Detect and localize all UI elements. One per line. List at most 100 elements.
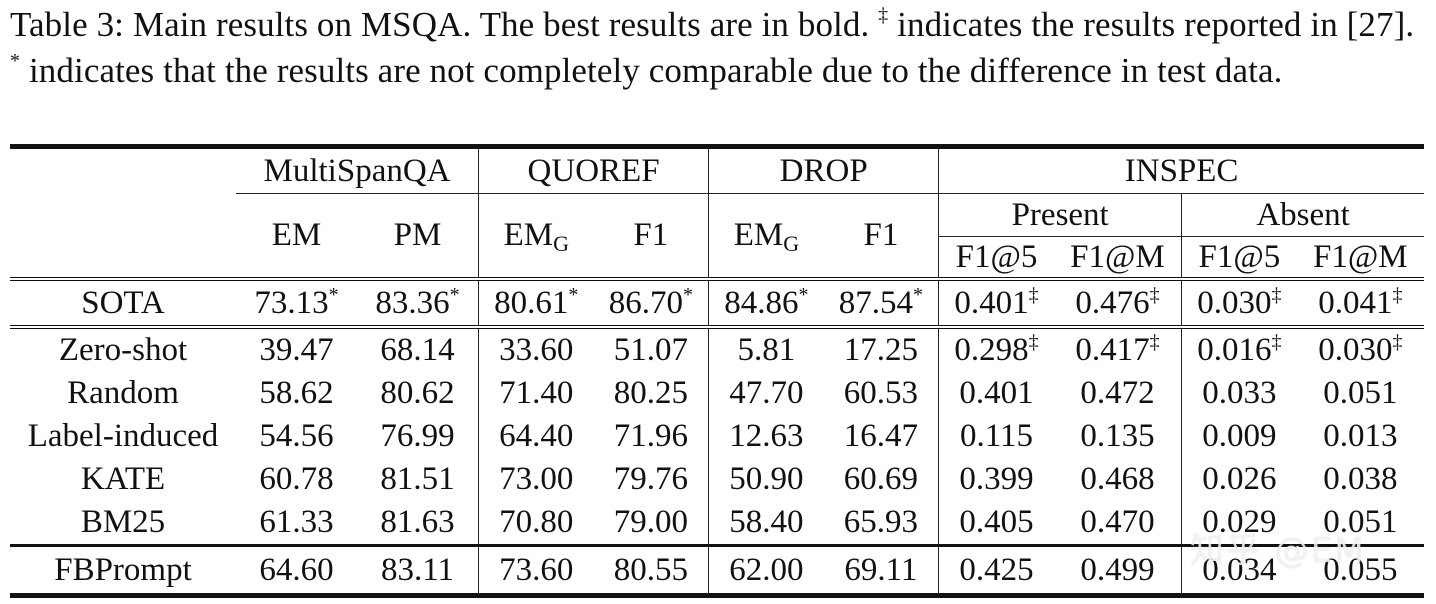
cell: 81.63 (380, 504, 455, 540)
cell: 0.038 (1323, 461, 1398, 497)
cell: 70.80 (478, 501, 594, 546)
cell: 83.36* (356, 277, 479, 329)
subgroup-present: Present (938, 193, 1182, 237)
col-pm: PM (393, 217, 442, 253)
col-present-f1-5: F1@5 (938, 236, 1054, 279)
method-name: SOTA (10, 277, 236, 329)
cell: 84.86* (708, 277, 824, 329)
method-name: FBPrompt (10, 544, 236, 596)
col-absent-f1-m: F1@M (1313, 238, 1408, 275)
table-row-label-induced: Label-induced 54.56 76.99 64.40 71.96 12… (10, 415, 1424, 458)
cell: 71.40 (478, 372, 594, 415)
cell: 73.60 (478, 544, 594, 596)
cell: 62.00 (708, 544, 824, 596)
cell: 80.25 (613, 375, 688, 411)
cell: 0.401 (938, 372, 1054, 415)
star-mark: * (10, 50, 21, 73)
method-name: BM25 (80, 504, 166, 540)
cell: 60.69 (843, 461, 919, 497)
caption-text-2: indicates the results reported in [27]. (897, 5, 1415, 44)
table-row-fbprompt: FBPrompt 64.60 83.11 73.60 80.55 62.00 6… (10, 544, 1424, 596)
cell: 0.417‡ (1075, 331, 1160, 368)
cell: 0.115 (938, 415, 1054, 458)
header-row-groups: MultiSpanQA QUOREF DROP INSPEC (10, 146, 1424, 194)
cell: 0.055 (1296, 544, 1424, 596)
cell: 73.13* (236, 277, 357, 329)
dagger-mark: ‡ (878, 4, 889, 27)
col-present-f1-m: F1@M (1070, 238, 1165, 275)
table-caption: Table 3: Main results on MSQA. The best … (10, 2, 1430, 94)
cell: 73.00 (478, 458, 594, 501)
cell: 79.00 (613, 504, 688, 540)
col-quoref-f1: F1 (593, 193, 709, 279)
table-row-kate: KATE 60.78 81.51 73.00 79.76 50.90 60.69… (10, 458, 1424, 501)
cell: 0.033 (1181, 372, 1297, 415)
cell: 0.009 (1181, 415, 1297, 458)
cell: 0.135 (1080, 418, 1155, 454)
cell: 33.60 (478, 327, 594, 372)
cell: 65.93 (843, 504, 919, 540)
cell: 83.11 (356, 544, 479, 596)
col-absent-f1-5: F1@5 (1181, 236, 1297, 279)
cell: 0.016‡ (1181, 327, 1297, 372)
cell: 64.60 (236, 544, 357, 596)
col-quoref-emg: EMG (478, 193, 594, 279)
method-name: Zero-shot (58, 332, 188, 368)
subgroup-absent: Absent (1181, 193, 1424, 237)
col-drop-f1: F1 (823, 193, 939, 279)
table-row-sota: SOTA 73.13* 83.36* 80.61* 86.70* 84.86* … (10, 277, 1424, 329)
cell: 76.99 (380, 418, 455, 454)
cell: 60.78 (259, 461, 334, 497)
cell: 0.030‡ (1318, 331, 1403, 368)
cell: 12.63 (708, 415, 824, 458)
cell: 0.405 (938, 501, 1054, 546)
method-header (10, 147, 236, 280)
method-name: Random (67, 375, 179, 411)
table-row-random: Random 58.62 80.62 71.40 80.25 47.70 60.… (10, 372, 1424, 415)
cell: 60.53 (843, 375, 919, 411)
cell: 51.07 (613, 332, 688, 368)
method-name: Label-induced (27, 418, 219, 454)
group-drop: DROP (708, 146, 939, 194)
caption-text-3: indicates that the results are not compl… (28, 51, 1283, 90)
cell: 0.425 (938, 544, 1054, 596)
cell: 0.030‡ (1181, 277, 1297, 329)
cell: 0.034 (1181, 544, 1297, 596)
cell: 0.298‡ (938, 327, 1054, 372)
cell: 87.54* (823, 277, 939, 329)
cell: 0.499 (1053, 544, 1182, 596)
cell: 0.470 (1080, 504, 1155, 540)
cell: 0.013 (1323, 418, 1398, 454)
cell: 50.90 (708, 458, 824, 501)
cell: 61.33 (259, 504, 334, 540)
cell: 16.47 (843, 418, 919, 454)
group-inspec: INSPEC (938, 146, 1424, 194)
cell: 0.472 (1080, 375, 1155, 411)
cell: 5.81 (708, 327, 824, 372)
cell: 0.029 (1181, 501, 1297, 546)
cell: 0.399 (938, 458, 1054, 501)
cell: 0.051 (1323, 375, 1398, 411)
results-table: MultiSpanQA QUOREF DROP INSPEC EM PM EMG… (10, 144, 1424, 598)
cell: 0.041‡ (1296, 277, 1424, 329)
group-multispanqa: MultiSpanQA (236, 146, 479, 194)
cell: 71.96 (613, 418, 688, 454)
cell: 58.40 (708, 501, 824, 546)
cell: 0.026 (1181, 458, 1297, 501)
header-row-sub: EM PM EMG F1 EMG F1 Present Absent (10, 193, 1424, 279)
cell: 0.468 (1080, 461, 1155, 497)
cell: 80.55 (593, 544, 709, 596)
table-row-zero-shot: Zero-shot 39.47 68.14 33.60 51.07 5.81 1… (10, 327, 1424, 372)
cell: 0.401‡ (938, 277, 1054, 329)
cell: 86.70* (593, 277, 709, 329)
cell: 17.25 (843, 332, 919, 368)
caption-text-1: Table 3: Main results on MSQA. The best … (10, 5, 870, 44)
col-em: EM (271, 217, 322, 253)
method-name: KATE (80, 461, 166, 497)
table-row-bm25: BM25 61.33 81.63 70.80 79.00 58.40 65.93… (10, 501, 1424, 546)
header-row-inspec-metrics: F1@5 F1@M F1@5 F1@M (10, 236, 1424, 279)
cell: 80.62 (380, 375, 455, 411)
cell: 39.47 (259, 332, 334, 368)
group-quoref: QUOREF (478, 146, 709, 194)
cell: 64.40 (478, 415, 594, 458)
